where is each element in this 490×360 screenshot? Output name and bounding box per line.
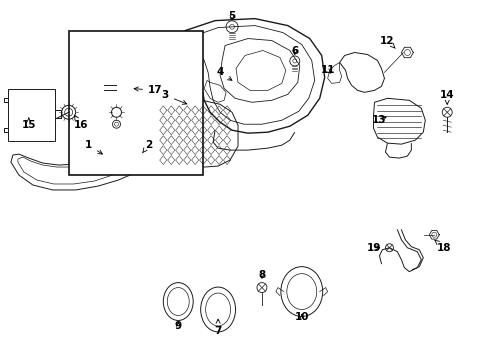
Text: 7: 7: [215, 319, 222, 336]
Text: 14: 14: [440, 90, 455, 104]
Text: 4: 4: [217, 67, 232, 80]
Text: 17: 17: [134, 85, 163, 95]
Bar: [69, 31, 203, 175]
Text: 9: 9: [175, 321, 182, 332]
FancyBboxPatch shape: [8, 89, 55, 141]
Text: 10: 10: [294, 312, 309, 323]
Text: 2: 2: [143, 140, 152, 153]
Text: 8: 8: [258, 270, 266, 280]
Text: 6: 6: [291, 45, 298, 55]
Text: 15: 15: [22, 117, 36, 130]
Text: 19: 19: [368, 243, 382, 253]
Text: 3: 3: [162, 90, 187, 104]
Text: 5: 5: [228, 11, 236, 21]
Text: 18: 18: [435, 240, 451, 253]
Text: 12: 12: [380, 36, 395, 48]
Text: 1: 1: [85, 140, 102, 154]
Text: 13: 13: [372, 115, 387, 125]
Text: 16: 16: [74, 115, 88, 130]
Text: 11: 11: [320, 66, 335, 76]
